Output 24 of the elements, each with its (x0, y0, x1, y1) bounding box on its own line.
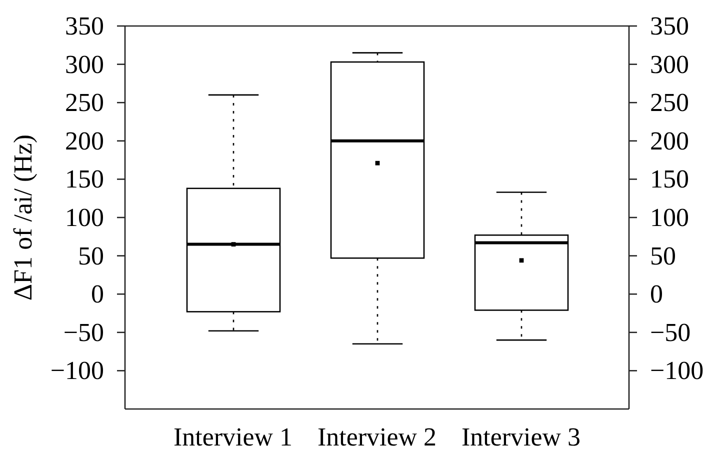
y-tick-label: 50 (78, 241, 104, 270)
y-tick-label: 200 (65, 126, 104, 156)
x-tick-label: Interview 1 (173, 422, 293, 452)
y2-tick-label: −100 (650, 356, 704, 386)
y2-tick-label: 250 (650, 88, 689, 118)
y2-tick-label: −50 (650, 318, 691, 347)
y-tick-label: 100 (65, 203, 104, 232)
y2-tick-label: 150 (650, 164, 689, 194)
y2-tick-label: 300 (650, 50, 689, 79)
y2-tick-label: 0 (650, 280, 663, 309)
y-axis-title: ΔF1 of /ai/ (Hz) (8, 134, 38, 301)
y-tick-label: 150 (65, 164, 104, 194)
y-tick-label: 350 (65, 12, 104, 40)
y2-tick-label: 350 (650, 12, 689, 40)
y2-tick-label: 100 (650, 203, 689, 232)
y2-tick-label: 200 (650, 126, 689, 156)
y-tick-label: 250 (65, 88, 104, 118)
y-tick-label: 300 (65, 50, 104, 79)
y-tick-label: −50 (63, 318, 104, 347)
x-tick-label: Interview 3 (461, 422, 581, 452)
y-tick-label: 0 (91, 280, 104, 309)
x-tick-label: Interview 2 (317, 422, 437, 452)
y-tick-label: −100 (50, 356, 104, 386)
y2-tick-label: 50 (650, 241, 676, 270)
